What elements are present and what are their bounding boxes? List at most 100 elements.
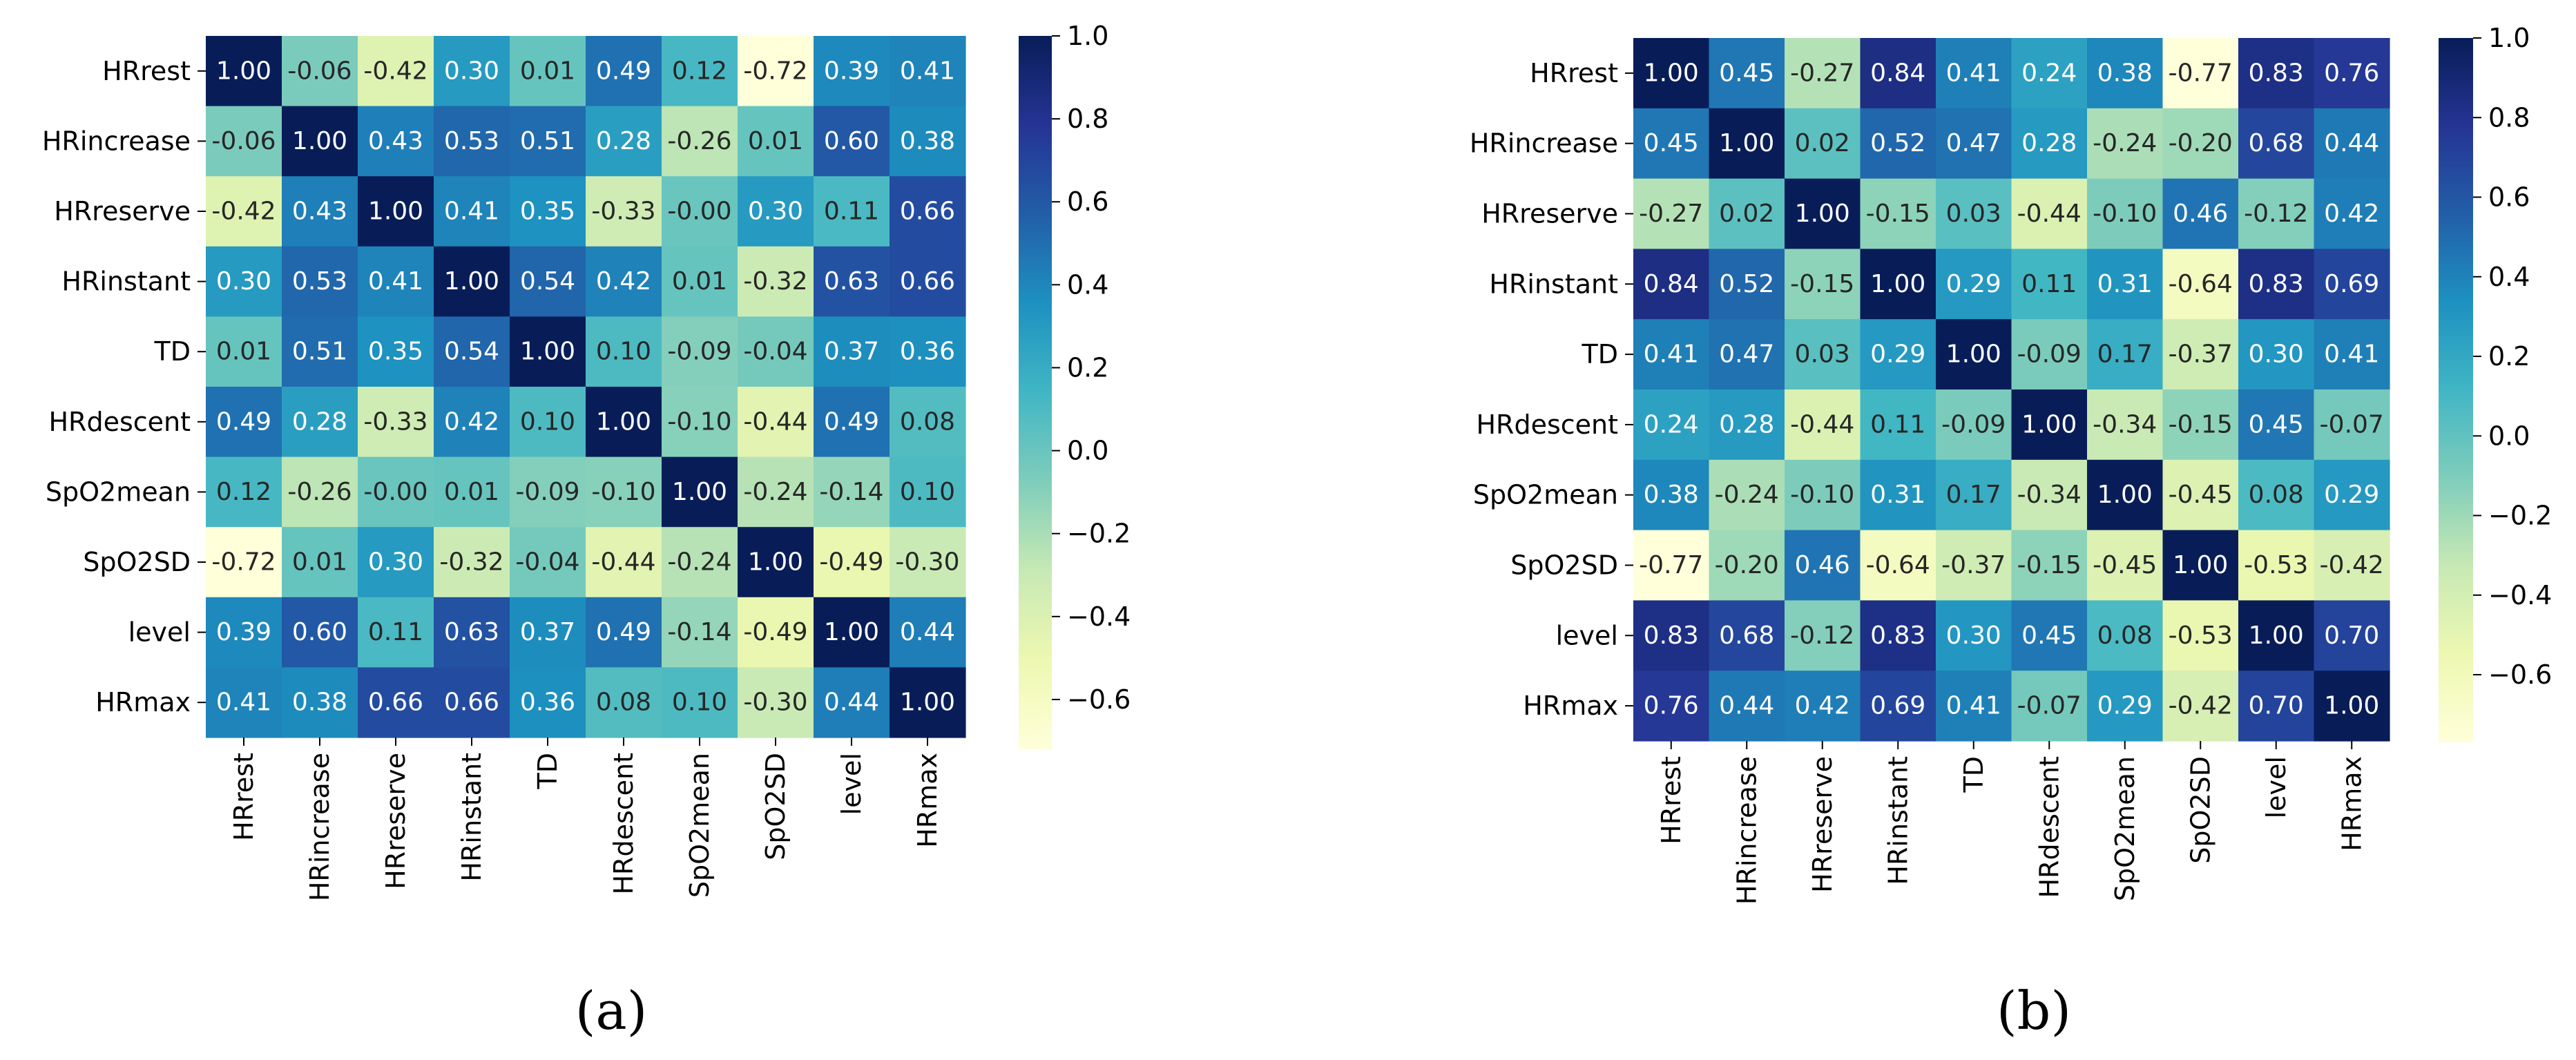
cell-b-spo2sd-spo2mean [2087, 530, 2164, 601]
cell-a-hrdescent-spo2sd [738, 387, 814, 458]
cell-value-b-hrinstant-hrreserve: -0.15 [1790, 270, 1854, 298]
cell-b-spo2sd-hrincrease [1709, 530, 1785, 601]
colorbar-a-tick-label: 0.0 [1067, 436, 1108, 466]
cell-value-a-hrrest-hrdescent: 0.49 [596, 57, 651, 85]
cell-b-hrmax-hrreserve [1785, 671, 1861, 742]
col-label-a-level: level [836, 753, 867, 815]
cell-value-a-td-hrmax: 0.36 [900, 338, 955, 366]
cell-a-td-hrinstant [434, 316, 510, 387]
cell-b-spo2mean-level [2238, 459, 2315, 531]
cell-value-b-hrdescent-hrincrease: 0.28 [1719, 410, 1774, 439]
cell-value-a-hrreserve-spo2mean: -0.00 [667, 197, 731, 226]
cell-b-spo2mean-hrrest [1633, 459, 1710, 531]
row-label-b-hrrest: HRrest [1530, 58, 1618, 88]
cell-b-spo2mean-spo2mean [2087, 459, 2164, 531]
colorbar-b-tick-label: 0.8 [2488, 102, 2530, 133]
cell-value-a-hrmax-hrreserve: 0.66 [368, 688, 423, 717]
cell-b-hrmax-level [2238, 671, 2315, 742]
cell-a-hrmax-level [814, 667, 890, 738]
cell-value-b-hrrest-level: 0.83 [2249, 59, 2304, 87]
cell-value-a-hrincrease-td: 0.51 [520, 127, 575, 155]
colorbar-b-tick-label: −0.2 [2488, 501, 2552, 531]
cell-value-a-hrmax-spo2mean: 0.10 [672, 688, 727, 717]
cell-value-a-hrinstant-hrdescent: 0.42 [596, 267, 651, 296]
cell-value-b-hrincrease-td: 0.47 [1946, 129, 2001, 157]
cell-b-hrreserve-hrreserve [1785, 178, 1861, 249]
cell-b-hrreserve-spo2sd [2162, 178, 2239, 249]
cell-value-a-hrrest-level: 0.39 [824, 57, 879, 85]
cell-a-hrinstant-td [510, 246, 586, 317]
cell-value-b-hrmax-hrinstant: 0.69 [1870, 692, 1925, 720]
cell-value-b-hrincrease-level: 0.68 [2249, 129, 2304, 157]
col-label-a-hrdescent: HRdescent [608, 753, 639, 895]
cell-b-hrdescent-hrrest [1633, 389, 1710, 461]
cell-value-a-spo2mean-spo2sd: -0.24 [743, 478, 807, 506]
cell-a-hrrest-hrdescent [586, 36, 662, 107]
cell-a-spo2sd-hrrest [206, 527, 282, 598]
row-label-b-hrreserve: HRreserve [1481, 199, 1618, 229]
row-label-a-level: level [128, 617, 191, 648]
cell-value-a-spo2mean-hrinstant: 0.01 [444, 478, 499, 506]
cell-b-level-level [2238, 600, 2315, 671]
cell-value-a-spo2sd-hrrest: -0.72 [211, 548, 276, 577]
cell-a-level-hrincrease [282, 597, 358, 668]
cell-a-hrdescent-hrreserve [358, 387, 434, 458]
colorbar-a-tick-label: 0.4 [1067, 269, 1108, 300]
cell-b-spo2sd-td [1936, 530, 2012, 601]
colorbar-b-tick-label: 0.6 [2488, 182, 2530, 213]
cell-value-b-spo2mean-hrrest: 0.38 [1644, 481, 1699, 509]
cell-value-b-td-hrreserve: 0.03 [1795, 340, 1850, 369]
cell-a-hrdescent-level [814, 387, 890, 458]
heatmap-b-column-labels: HRrest HRincrease HRreserve HRinstant TD HRde… [1656, 741, 2367, 905]
cell-a-spo2sd-hrincrease [282, 527, 358, 598]
row-label-b-spo2sd: SpO2SD [1510, 550, 1618, 581]
cell-value-a-td-hrincrease: 0.51 [292, 338, 347, 366]
cell-value-b-hrrest-spo2sd: -0.77 [2169, 59, 2233, 87]
cell-value-b-hrmax-level: 0.70 [2249, 692, 2304, 720]
cell-value-b-spo2sd-hrreserve: 0.46 [1795, 551, 1850, 579]
cell-value-a-spo2mean-level: -0.14 [819, 478, 883, 506]
cell-value-b-hrrest-hrmax: 0.76 [2324, 59, 2379, 87]
cell-value-b-level-hrmax: 0.70 [2324, 621, 2379, 650]
cell-value-b-level-td: 0.30 [1946, 621, 2001, 650]
cell-b-hrincrease-hrinstant [1860, 108, 1936, 180]
cell-value-a-hrinstant-td: 0.54 [520, 267, 575, 296]
col-label-b-spo2mean: SpO2mean [2110, 756, 2140, 901]
cell-value-b-hrinstant-hrrest: 0.84 [1644, 270, 1699, 298]
cell-value-a-hrincrease-hrrest: -0.06 [211, 127, 276, 155]
cell-value-a-hrdescent-spo2mean: -0.10 [667, 407, 731, 436]
cell-value-a-spo2sd-spo2mean: -0.24 [667, 548, 731, 577]
colorbar-b-tick-label: 0.0 [2488, 421, 2530, 451]
row-label-a-hrreserve: HRreserve [54, 196, 191, 227]
cell-a-hrincrease-level [814, 106, 890, 177]
cell-value-b-td-spo2sd: -0.37 [2169, 340, 2233, 369]
cell-a-hrreserve-td [510, 176, 586, 247]
cell-a-hrincrease-td [510, 106, 586, 177]
cell-b-hrmax-hrdescent [2011, 671, 2088, 742]
cell-value-a-td-level: 0.37 [824, 338, 879, 366]
cell-value-b-hrdescent-td: -0.09 [1941, 410, 2006, 439]
cell-b-spo2sd-hrinstant [1860, 530, 1936, 601]
cell-b-hrdescent-level [2238, 389, 2315, 461]
cell-b-hrrest-hrreserve [1785, 38, 1861, 109]
cell-value-a-level-hrreserve: 0.11 [368, 618, 423, 646]
heatmap-b: 1.00 0.45 -0.27 0.84 0.41 0.24 0.38 -0.77 0.83 0.… [1470, 23, 2552, 1041]
cell-b-hrreserve-td [1936, 178, 2012, 249]
cell-value-a-hrincrease-hrreserve: 0.43 [368, 127, 423, 155]
cell-a-spo2sd-hrdescent [586, 527, 662, 598]
cell-b-hrdescent-hrreserve [1785, 389, 1861, 461]
cell-value-a-hrdescent-hrrest: 0.49 [216, 407, 271, 436]
heatmap-a-cells [206, 36, 966, 738]
cell-b-hrincrease-spo2mean [2087, 108, 2164, 180]
cell-b-td-hrdescent [2011, 319, 2088, 390]
cell-value-a-hrmax-hrinstant: 0.66 [444, 688, 499, 717]
cell-value-b-hrincrease-hrincrease: 1.00 [1719, 129, 1774, 157]
cell-b-level-hrinstant [1860, 600, 1936, 671]
cell-value-b-hrreserve-level: -0.12 [2244, 200, 2308, 228]
cell-value-b-hrreserve-hrincrease: 0.02 [1719, 200, 1774, 228]
colorbar-a-tick-label: −0.6 [1067, 684, 1131, 715]
cell-value-a-hrreserve-hrinstant: 0.41 [444, 197, 499, 226]
cell-a-level-level [814, 597, 890, 668]
cell-value-a-td-td: 1.00 [520, 338, 575, 366]
cell-value-b-hrrest-hrincrease: 0.45 [1719, 59, 1774, 87]
